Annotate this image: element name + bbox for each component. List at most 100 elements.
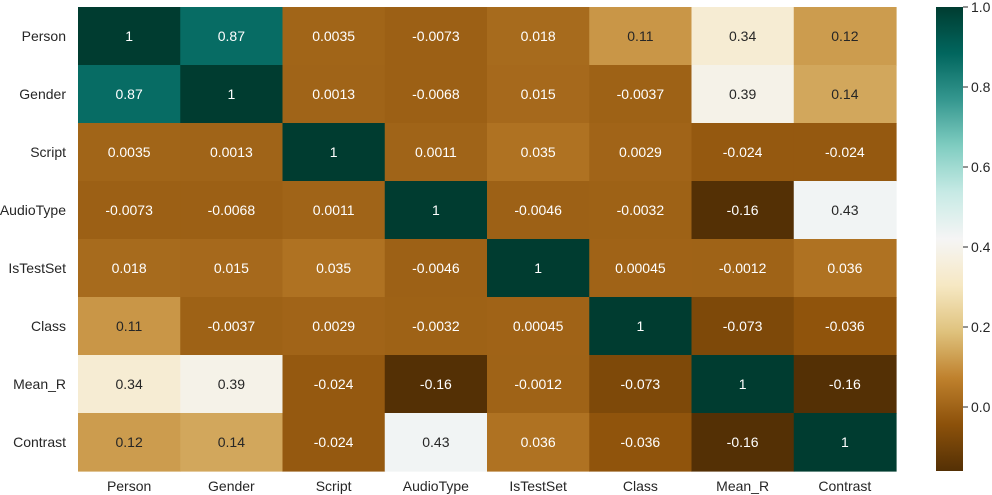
- cell-value-label: 0.0029: [312, 318, 355, 334]
- cell-value-label: 0.015: [214, 260, 249, 276]
- heatmap-cell-Person-Contrast: [793, 7, 897, 66]
- cell-value-label: 0.015: [521, 86, 556, 102]
- cell-value-label: -0.0032: [412, 318, 460, 334]
- heatmap-cell-IsTestSet-Person: [78, 239, 181, 298]
- heatmap-cell-Gender-Class: [589, 65, 693, 124]
- cell-value-label: 0.0013: [210, 144, 253, 160]
- x-tick-labels: Person Gender Script AudioType IsTestSet Clas…: [107, 478, 871, 494]
- heatmap-cell-Class-IsTestSet: [487, 297, 590, 356]
- cell-value-label: -0.0068: [412, 86, 460, 102]
- cell-value-label: 0.12: [116, 434, 143, 450]
- cell-value-label: -0.024: [314, 434, 354, 450]
- cell-value-label: 0.036: [827, 260, 862, 276]
- cell-value-label: 0.0035: [312, 28, 355, 44]
- heatmap-cell-Contrast-Mean_R: [691, 413, 795, 472]
- cell-value-label: -0.0032: [617, 202, 665, 218]
- heatmap-cell-Contrast-Contrast: [793, 413, 897, 472]
- heatmap-cell-AudioType-Class: [589, 181, 693, 240]
- heatmap-cell-Gender-Contrast: [793, 65, 897, 124]
- cell-value-label: 0.14: [218, 434, 245, 450]
- cell-value-label: -0.024: [825, 144, 865, 160]
- heatmap-cell-Gender-AudioType: [384, 65, 488, 124]
- cell-value-label: 1: [841, 434, 849, 450]
- cell-value-label: 0.018: [521, 28, 556, 44]
- colorbar-tick-label: 0.0: [971, 399, 991, 415]
- heatmap-cell-Person-Class: [589, 7, 693, 66]
- cell-value-label: -0.0037: [208, 318, 256, 334]
- y-tick-label: Contrast: [13, 434, 66, 450]
- x-tick-label: Gender: [208, 478, 255, 494]
- cell-value-label: 0.0011: [313, 202, 355, 218]
- heatmap-cell-Script-Contrast: [793, 123, 897, 182]
- heatmap-cell-IsTestSet-Script: [282, 239, 386, 298]
- heatmap-cell-Script-Person: [78, 123, 181, 182]
- cell-value-label: 0.0029: [619, 144, 662, 160]
- cell-value-label: 0.12: [831, 28, 858, 44]
- heatmap-cell-Class-Person: [78, 297, 181, 356]
- cell-value-label: 0.87: [218, 28, 245, 44]
- heatmap-cell-Class-Mean_R: [691, 297, 795, 356]
- cell-value-label: -0.024: [723, 144, 763, 160]
- x-tick-label: AudioType: [403, 478, 469, 494]
- cell-value-label: -0.0046: [412, 260, 460, 276]
- heatmap-cell-Gender-Gender: [180, 65, 284, 124]
- x-tick-label: Class: [623, 478, 658, 494]
- cell-value-label: 0.0035: [108, 144, 151, 160]
- cell-value-label: -0.024: [314, 376, 354, 392]
- cell-value-label: 0.43: [831, 202, 858, 218]
- heatmap-cell-Gender-Person: [78, 65, 181, 124]
- heatmap-cell-Script-AudioType: [384, 123, 488, 182]
- colorbar-tick-label: 0.4: [971, 239, 991, 255]
- cell-value-label: -0.16: [420, 376, 452, 392]
- heatmap-cell-IsTestSet-AudioType: [384, 239, 488, 298]
- y-tick-label: Class: [31, 318, 66, 334]
- heatmap-cell-Person-Gender: [180, 7, 284, 66]
- heatmap-cell-Class-Gender: [180, 297, 284, 356]
- colorbar-tick-label: 0.6: [971, 159, 991, 175]
- heatmap-cell-Contrast-Script: [282, 413, 386, 472]
- cell-value-label: -0.0037: [617, 86, 665, 102]
- cell-value-label: -0.0012: [514, 376, 562, 392]
- cell-value-label: -0.16: [727, 202, 759, 218]
- heatmap-cell-Script-Mean_R: [691, 123, 795, 182]
- cell-value-label: 0.00045: [513, 318, 564, 334]
- heatmap-cell-Class-Contrast: [793, 297, 897, 356]
- cell-value-label: -0.0073: [105, 202, 153, 218]
- cell-value-label: 0.0011: [415, 144, 457, 160]
- cell-value-label: 0.39: [729, 86, 756, 102]
- heatmap-cell-Script-Script: [282, 123, 386, 182]
- cell-value-label: -0.0012: [719, 260, 767, 276]
- heatmap-cell-IsTestSet-Gender: [180, 239, 284, 298]
- cell-value-label: 0.34: [729, 28, 756, 44]
- heatmap-cell-IsTestSet-Contrast: [793, 239, 897, 298]
- cell-value-label: -0.16: [727, 434, 759, 450]
- x-tick-label: IsTestSet: [509, 478, 567, 494]
- heatmap-cell-Script-Class: [589, 123, 693, 182]
- heatmap-cell-Mean_R-AudioType: [384, 355, 488, 414]
- heatmap-cell-Gender-Script: [282, 65, 386, 124]
- cell-value-label: 0.00045: [615, 260, 666, 276]
- heatmap-cell-Mean_R-Person: [78, 355, 181, 414]
- heatmap-cell-Person-AudioType: [384, 7, 488, 66]
- heatmap-cell-Contrast-Class: [589, 413, 693, 472]
- heatmap-cell-Person-Script: [282, 7, 386, 66]
- cell-value-label: 0.11: [116, 318, 142, 334]
- cell-value-label: -0.073: [621, 376, 661, 392]
- heatmap-cell-AudioType-Gender: [180, 181, 284, 240]
- x-tick-label: Script: [316, 478, 352, 494]
- heatmap-cell-Class-Class: [589, 297, 693, 356]
- heatmap-cell-AudioType-IsTestSet: [487, 181, 590, 240]
- heatmap-cell-Mean_R-Script: [282, 355, 386, 414]
- heatmap-cell-Class-Script: [282, 297, 386, 356]
- y-tick-label: Gender: [19, 86, 66, 102]
- y-tick-label: AudioType: [0, 202, 66, 218]
- cell-value-label: -0.0046: [514, 202, 562, 218]
- heatmap-cell-AudioType-Contrast: [793, 181, 897, 240]
- heatmap-cell-Contrast-Gender: [180, 413, 284, 472]
- heatmap-cell-Mean_R-Class: [589, 355, 693, 414]
- heatmap-cell-Mean_R-Contrast: [793, 355, 897, 414]
- heatmap-cell-IsTestSet-Class: [589, 239, 693, 298]
- y-tick-label: Script: [30, 144, 66, 160]
- cell-value-label: 0.34: [116, 376, 143, 392]
